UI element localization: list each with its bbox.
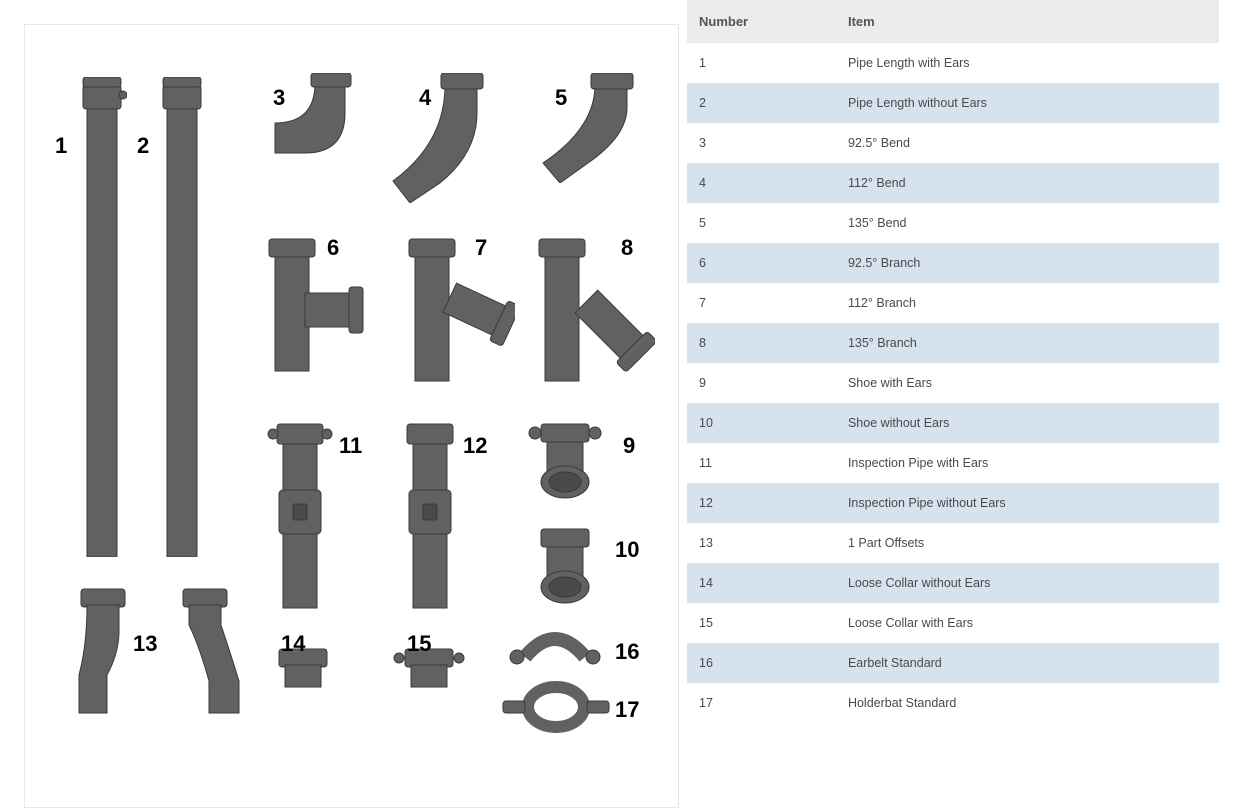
cell-item: Earbelt Standard <box>836 643 1219 683</box>
diagram-label-8: 8 <box>621 235 633 261</box>
cell-num: 5 <box>687 203 836 243</box>
table-row: 5135° Bend <box>687 203 1219 243</box>
cell-num: 12 <box>687 483 836 523</box>
part-13-offset-b <box>175 585 255 715</box>
diagram-label-6: 6 <box>327 235 339 261</box>
cell-item: 1 Part Offsets <box>836 523 1219 563</box>
table-row: 11Inspection Pipe with Ears <box>687 443 1219 483</box>
cell-item: 135° Branch <box>836 323 1219 363</box>
col-header-number: Number <box>687 0 836 43</box>
cell-item: Loose Collar with Ears <box>836 603 1219 643</box>
cell-item: 135° Bend <box>836 203 1219 243</box>
cell-num: 11 <box>687 443 836 483</box>
part-4-bend-112 <box>385 73 495 203</box>
part-1-pipe-with-ears <box>77 77 127 557</box>
diagram-label-9: 9 <box>623 433 635 459</box>
diagram-label-12: 12 <box>463 433 487 459</box>
table-row: 692.5° Branch <box>687 243 1219 283</box>
part-7-branch-112 <box>395 235 515 385</box>
table-row: 15Loose Collar with Ears <box>687 603 1219 643</box>
table-row: 392.5° Bend <box>687 123 1219 163</box>
cell-item: 112° Bend <box>836 163 1219 203</box>
cell-item: Loose Collar without Ears <box>836 563 1219 603</box>
cell-item: Shoe with Ears <box>836 363 1219 403</box>
part-10-shoe-no-ears <box>525 525 615 605</box>
diagram-label-10: 10 <box>615 537 639 563</box>
parts-diagram: 1 2 3 4 5 6 7 8 9 10 11 12 13 14 15 16 1… <box>24 24 679 808</box>
table-row: 4112° Bend <box>687 163 1219 203</box>
cell-item: 92.5° Branch <box>836 243 1219 283</box>
table-row: 17Holderbat Standard <box>687 683 1219 723</box>
part-2-pipe-without-ears <box>157 77 207 557</box>
cell-num: 7 <box>687 283 836 323</box>
table-row: 16Earbelt Standard <box>687 643 1219 683</box>
cell-item: 112° Branch <box>836 283 1219 323</box>
table-row: 12Inspection Pipe without Ears <box>687 483 1219 523</box>
cell-num: 6 <box>687 243 836 283</box>
diagram-label-5: 5 <box>555 85 567 111</box>
part-5-bend-135 <box>535 73 645 183</box>
table-row: 2Pipe Length without Ears <box>687 83 1219 123</box>
diagram-label-7: 7 <box>475 235 487 261</box>
parts-table-panel: Number Item 1Pipe Length with Ears 2Pipe… <box>687 0 1239 808</box>
cell-item: Pipe Length without Ears <box>836 83 1219 123</box>
cell-num: 4 <box>687 163 836 203</box>
parts-table: Number Item 1Pipe Length with Ears 2Pipe… <box>687 0 1219 723</box>
cell-num: 10 <box>687 403 836 443</box>
table-row: 14Loose Collar without Ears <box>687 563 1219 603</box>
part-8-branch-135 <box>525 235 655 385</box>
cell-item: Inspection Pipe without Ears <box>836 483 1219 523</box>
diagram-label-17: 17 <box>615 697 639 723</box>
diagram-label-2: 2 <box>137 133 149 159</box>
diagram-label-3: 3 <box>273 85 285 111</box>
table-row: 9Shoe with Ears <box>687 363 1219 403</box>
diagram-label-4: 4 <box>419 85 431 111</box>
cell-item: 92.5° Bend <box>836 123 1219 163</box>
part-11-inspection-ears <box>265 420 345 610</box>
table-header-row: Number Item <box>687 0 1219 43</box>
col-header-item: Item <box>836 0 1219 43</box>
cell-num: 13 <box>687 523 836 563</box>
diagram-label-14: 14 <box>281 631 305 657</box>
part-9-shoe-ears <box>525 420 615 500</box>
cell-item: Shoe without Ears <box>836 403 1219 443</box>
cell-num: 1 <box>687 43 836 83</box>
cell-item: Holderbat Standard <box>836 683 1219 723</box>
cell-item: Inspection Pipe with Ears <box>836 443 1219 483</box>
part-6-branch-92 <box>255 235 365 375</box>
table-row: 7112° Branch <box>687 283 1219 323</box>
cell-num: 3 <box>687 123 836 163</box>
part-16-earbelt <box>505 625 605 669</box>
table-row: 131 Part Offsets <box>687 523 1219 563</box>
diagram-label-11: 11 <box>339 433 362 459</box>
diagram-label-13: 13 <box>133 631 157 657</box>
cell-num: 8 <box>687 323 836 363</box>
table-row: 1Pipe Length with Ears <box>687 43 1219 83</box>
cell-num: 2 <box>687 83 836 123</box>
part-17-holderbat <box>501 681 611 735</box>
diagram-label-15: 15 <box>407 631 431 657</box>
cell-num: 9 <box>687 363 836 403</box>
cell-num: 16 <box>687 643 836 683</box>
table-row: 8135° Branch <box>687 323 1219 363</box>
diagram-label-16: 16 <box>615 639 639 665</box>
cell-num: 14 <box>687 563 836 603</box>
part-12-inspection-no-ears <box>395 420 465 610</box>
cell-num: 17 <box>687 683 836 723</box>
table-row: 10Shoe without Ears <box>687 403 1219 443</box>
cell-num: 15 <box>687 603 836 643</box>
diagram-label-1: 1 <box>55 133 67 159</box>
cell-item: Pipe Length with Ears <box>836 43 1219 83</box>
